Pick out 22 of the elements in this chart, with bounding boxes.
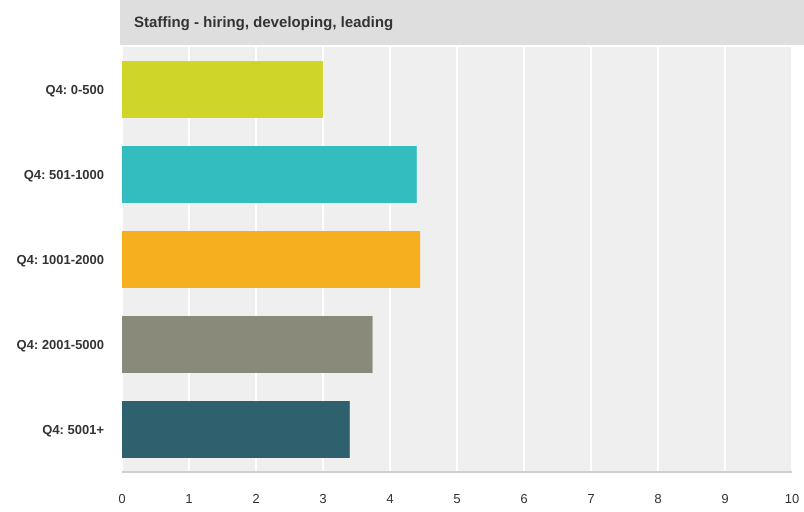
y-tick-label: Q4: 1001-2000 [16, 252, 104, 268]
bar [122, 231, 420, 288]
bar [122, 146, 417, 203]
bar [122, 316, 373, 373]
x-tick-label: 1 [185, 491, 193, 506]
x-tick-label: 3 [319, 491, 327, 506]
x-tick-label: 6 [520, 491, 528, 506]
x-tick-label: 9 [721, 491, 729, 506]
y-tick-label: Q4: 5001+ [42, 422, 104, 438]
x-tick-label: 4 [386, 491, 394, 506]
y-tick-label: Q4: 501-1000 [24, 167, 104, 182]
x-tick-label: 8 [654, 491, 662, 506]
x-tick-label: 10 [784, 491, 800, 506]
x-tick-label: 0 [118, 491, 126, 506]
x-tick-label: 2 [252, 491, 260, 506]
x-tick-label: 7 [587, 491, 595, 506]
y-tick-label: Q4: 2001-5000 [16, 337, 104, 352]
bar [122, 401, 350, 458]
x-tick-label: 5 [453, 491, 461, 506]
bar [122, 61, 323, 118]
chart-title: Staffing - hiring, developing, leading [120, 0, 804, 45]
y-tick-label: Q4: 0-500 [45, 82, 104, 98]
